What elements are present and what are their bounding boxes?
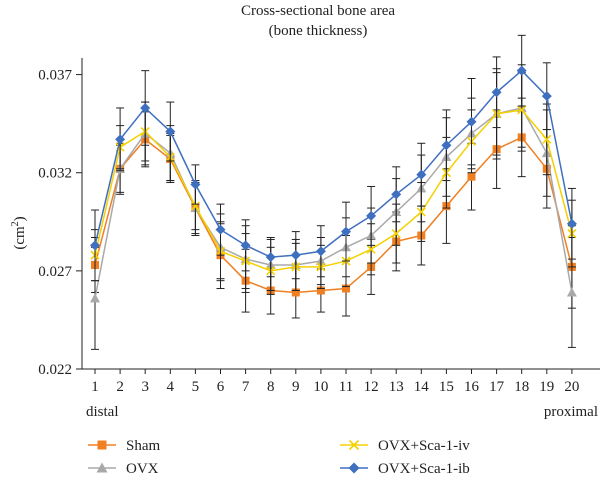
data-point [140,102,151,113]
x-tick-label: 19 [539,379,554,395]
data-point [165,126,176,137]
series-3 [90,72,577,295]
legend: Sham OVX OVX+Sca-1-iv OVX+Sca-1-ib [88,438,470,477]
x-tick-label: 10 [313,379,328,395]
series-line [94,107,573,299]
data-point [441,140,452,151]
legend-item: OVX+Sca-1-iv [340,438,470,454]
series-4 [90,34,577,282]
data-point [366,210,377,221]
legend-item: Sham [88,438,161,454]
series-2 [90,64,577,350]
data-point [566,218,577,229]
legend-label: OVX+Sca-1-ib [378,461,470,477]
data-point [240,240,251,251]
x-tick-label: 13 [389,379,404,395]
series-1 [91,97,576,319]
data-point [517,105,527,115]
series-layer [90,34,577,350]
x-tick-label: 15 [439,379,454,395]
x-tick-label: 9 [292,379,300,395]
data-point [290,250,301,261]
x-tick-label: 12 [364,379,379,395]
data-point [566,287,577,297]
x-tick-label: 8 [267,379,275,395]
x-end-label-right: proximal [544,404,598,420]
data-point [342,284,350,293]
x-tick-label: 16 [464,379,480,395]
x-tick-label: 18 [514,379,529,395]
data-point [315,246,326,257]
x-tick-label: 1 [91,379,99,395]
data-point [341,226,351,237]
legend-label: Sham [126,438,161,454]
x-tick-label: 14 [414,379,430,395]
x-tick-label: 5 [192,379,200,395]
data-point [391,229,401,239]
data-point [316,286,325,295]
legend-marker [348,439,360,451]
x-end-label-left: distal [86,404,119,420]
x-tick-label: 6 [217,379,225,395]
x-tick-label: 20 [564,379,579,395]
x-tick-label: 17 [489,379,505,395]
x-tick-label: 2 [116,379,124,395]
legend-item: OVX [88,461,159,477]
data-point [466,116,477,127]
chart-subtitle: (bone thickness) [269,23,368,39]
x-tick-label: 7 [242,379,250,395]
data-point [416,169,427,180]
series-line [94,69,573,258]
data-point [416,207,426,217]
data-point [265,252,276,263]
data-point [516,65,527,76]
legend-marker [97,440,107,450]
chart-title: Cross-sectional bone area [241,3,395,19]
x-tick-label: 3 [141,379,149,395]
data-point [115,134,126,145]
x-tick-label: 11 [339,379,353,395]
x-ticks: 1 2 3 4 5 6 7 8 9 10 11 12 13 14 15 16 17 18 19 20 [91,369,579,395]
legend-item: OVX+Sca-1-ib [340,461,470,477]
y-tick-label: 0.027 [38,264,72,280]
series-line [94,136,573,294]
y-ticks: 0.022 0.027 0.032 0.037 [38,68,82,378]
data-point [291,288,300,297]
legend-label: OVX+Sca-1-iv [378,438,470,454]
y-tick-label: 0.037 [38,68,72,84]
data-point [467,172,476,181]
data-point [366,244,376,254]
data-point [215,224,226,235]
data-point [391,189,402,200]
data-point [541,91,552,102]
data-point [190,201,200,211]
y-tick-label: 0.032 [38,166,72,182]
y-axis-label-close: ) [12,216,28,221]
series-line [94,109,573,272]
data-point [90,293,100,303]
y-axis-label-base: (cm [12,226,28,250]
y-tick-label: 0.022 [38,362,72,378]
x-tick-label: 4 [167,379,175,395]
legend-label: OVX [126,461,159,477]
legend-marker [348,462,360,474]
y-axis-label-sup: 2 [10,221,21,226]
y-axis-label: (cm2) [10,216,28,249]
data-point [491,87,502,98]
data-point [190,179,201,190]
data-point [90,240,100,251]
legend-marker [96,462,108,473]
data-point [542,134,552,144]
